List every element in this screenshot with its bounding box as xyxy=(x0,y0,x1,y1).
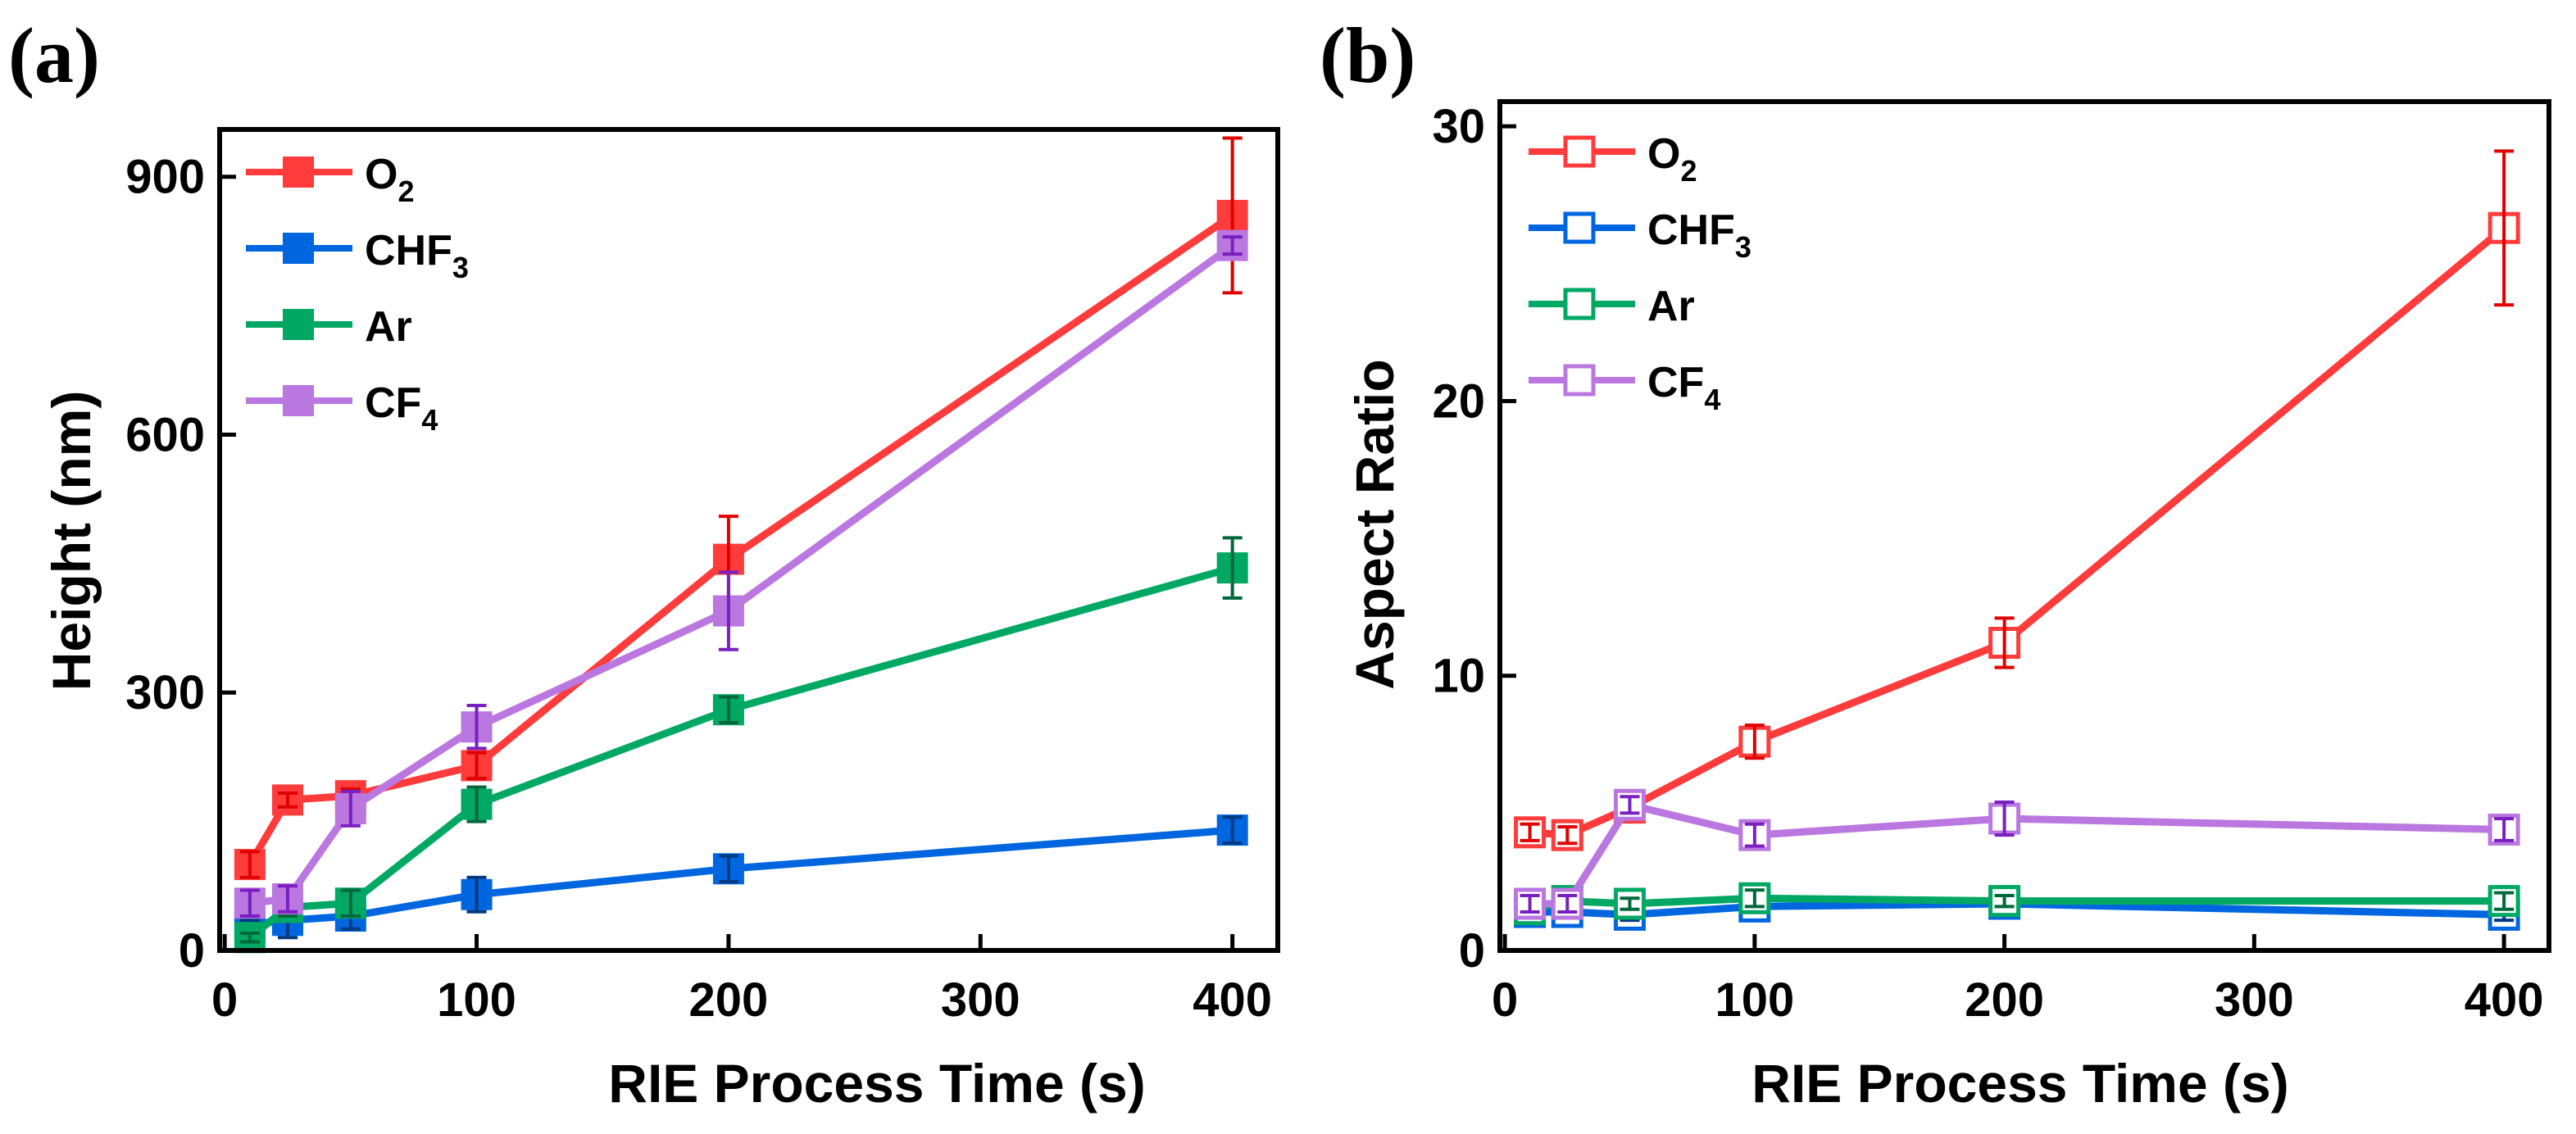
legend-marker-O2 xyxy=(283,156,314,188)
legend-label-CHF3: CHF3 xyxy=(365,227,469,284)
error-bar-Ar xyxy=(239,932,260,944)
error-bar-O2 xyxy=(1222,136,1243,295)
error-bar-Ar xyxy=(1744,888,1765,909)
error-bar-CF4 xyxy=(2494,817,2515,842)
y-tick-label: 30 xyxy=(1432,100,1485,153)
legend-label-main: O xyxy=(365,151,398,198)
legend-marker-CF4 xyxy=(283,385,314,416)
legend-label-Ar: Ar xyxy=(365,303,412,351)
error-bar-Ar xyxy=(340,888,361,919)
x-tick-label: 300 xyxy=(2215,973,2294,1027)
error-bar-O2 xyxy=(1520,822,1540,842)
legend-marker-CHF3 xyxy=(283,233,314,264)
legend-label-main: O xyxy=(1647,130,1680,178)
error-bar-Ar xyxy=(466,785,487,823)
y-tick-label: 600 xyxy=(125,408,205,461)
legend-label-main: CF xyxy=(1647,359,1704,406)
data-point-Ar xyxy=(1988,885,2021,918)
x-tick-label: 0 xyxy=(1492,973,1518,1027)
y-tick-label: 300 xyxy=(125,666,205,719)
error-bar-O2 xyxy=(277,791,298,809)
plot-frame xyxy=(217,127,1280,953)
legend-label-subscript: 3 xyxy=(1735,230,1751,264)
error-bar-CF4 xyxy=(1222,235,1243,256)
error-bar-Ar xyxy=(1620,896,1640,911)
legend-label-O2: O2 xyxy=(365,151,414,208)
error-bar-O2 xyxy=(1994,616,2015,669)
error-bar-CF4 xyxy=(1994,800,2015,837)
error-bar-CF4 xyxy=(340,789,361,828)
y-tick-label: 10 xyxy=(1432,650,1485,703)
legend-marker-O2 xyxy=(1563,135,1596,168)
legend-label-Ar: Ar xyxy=(1647,283,1695,330)
x-tick-label: 300 xyxy=(941,973,1020,1027)
error-bar-CF4 xyxy=(1557,893,1578,914)
legend-label-main: CHF xyxy=(365,227,452,274)
legend-label-subscript: 2 xyxy=(398,175,414,208)
legend-label-main: Ar xyxy=(365,303,412,351)
error-bar-Ar xyxy=(718,695,738,724)
y-axis-label-b: Aspect Ratio xyxy=(1344,359,1405,689)
y-tick-label: 20 xyxy=(1432,374,1485,428)
panel-a-height-chart: (a) RIE Process Time (s) Height (nm) 0 10… xyxy=(8,11,1280,1114)
x-axis-label-a: RIE Process Time (s) xyxy=(608,1053,1145,1114)
error-bar-CHF3 xyxy=(1222,815,1243,845)
panel-label-b: (b) xyxy=(1320,11,1415,99)
legend-label-subscript: 4 xyxy=(421,403,438,437)
legend-label-subscript: 3 xyxy=(452,251,469,284)
error-bar-Ar xyxy=(2494,891,2515,911)
x-tick-label: 200 xyxy=(1965,973,2044,1027)
series-O2 xyxy=(1514,149,2520,851)
error-bar-O2 xyxy=(2494,149,2515,307)
legend-marker-Ar xyxy=(283,309,314,340)
error-bar-CF4 xyxy=(239,888,260,919)
legend-label-main: CF xyxy=(365,379,421,427)
legend-label-CF4: CF4 xyxy=(1647,359,1720,416)
x-tick-label: 100 xyxy=(1715,973,1794,1027)
y-tick-label: 900 xyxy=(125,151,205,204)
error-bar-O2 xyxy=(239,850,260,879)
y-tick-label: 0 xyxy=(179,924,205,978)
error-bar-CF4 xyxy=(1520,893,1540,914)
error-bar-CF4 xyxy=(1744,822,1765,848)
x-tick-label: 100 xyxy=(437,973,516,1027)
x-tick-label: 200 xyxy=(689,973,769,1027)
error-bar-CF4 xyxy=(466,703,487,751)
legend-label-main: CHF xyxy=(1647,206,1735,254)
legend-marker-CHF3 xyxy=(1563,211,1596,244)
legend-label-O2: O2 xyxy=(1647,130,1697,188)
legend-marker-CF4 xyxy=(1563,364,1596,397)
y-axis-label-a: Height (nm) xyxy=(41,391,102,692)
error-bar-O2 xyxy=(1744,723,1765,760)
x-tick-label: 400 xyxy=(2465,973,2544,1027)
series-CF4 xyxy=(1514,788,2520,920)
legend-label-subscript: 4 xyxy=(1704,383,1720,416)
error-bar-CHF3 xyxy=(718,854,738,884)
panel-label-a: (a) xyxy=(8,11,100,99)
error-bar-CF4 xyxy=(277,884,298,914)
x-tick-label: 400 xyxy=(1193,973,1272,1027)
legend-label-CF4: CF4 xyxy=(365,379,438,437)
plot-frame xyxy=(1497,99,2551,953)
error-bar-O2 xyxy=(1557,825,1578,846)
error-bar-Ar xyxy=(1994,893,2015,909)
error-bar-CHF3 xyxy=(466,875,487,914)
x-axis-label-b: RIE Process Time (s) xyxy=(1751,1053,2288,1114)
error-bar-O2 xyxy=(466,751,487,781)
legend-label-CHF3: CHF3 xyxy=(1647,206,1751,264)
legend-label-main: Ar xyxy=(1647,283,1695,330)
panel-b-aspect-ratio-chart: (b) RIE Process Time (s) Aspect Ratio 0 1… xyxy=(1320,11,2551,1114)
y-tick-label: 0 xyxy=(1459,924,1485,978)
error-bar-CF4 xyxy=(1620,795,1640,815)
legend-marker-Ar xyxy=(1563,288,1596,320)
x-tick-label: 0 xyxy=(211,973,238,1027)
legend-label-subscript: 2 xyxy=(1680,154,1697,188)
series-CF4 xyxy=(234,229,1248,919)
error-bar-CF4 xyxy=(718,570,738,651)
error-bar-Ar xyxy=(1222,536,1243,600)
